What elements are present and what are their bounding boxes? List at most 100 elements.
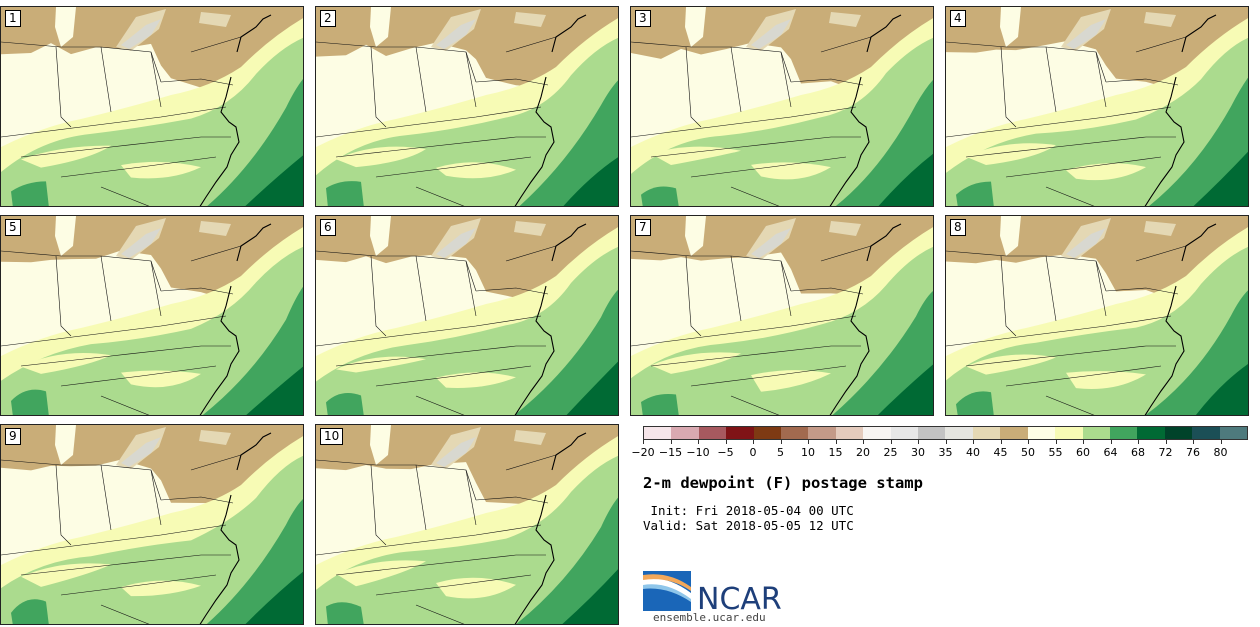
- colorbar-tick-label: −5: [717, 446, 734, 459]
- colorbar-tick-label: 5: [777, 446, 784, 459]
- member-panel-4: 4: [945, 6, 1249, 207]
- colorbar-tick: [973, 440, 974, 444]
- colorbar-tick-label: 15: [828, 446, 843, 459]
- colorbar-tick: [1193, 440, 1194, 444]
- colorbar-tick: [670, 440, 672, 444]
- colorbar-tick-label: 25: [883, 446, 898, 459]
- colorbar-tick-label: 76: [1186, 446, 1200, 459]
- colorbar-tick: [1000, 440, 1002, 444]
- site-url: ensemble.ucar.edu: [653, 611, 766, 624]
- member-label: 4: [950, 10, 966, 27]
- colorbar-tick-label: 35: [938, 446, 953, 459]
- colorbar-segment: [890, 427, 919, 439]
- member-label: 1: [5, 10, 21, 27]
- colorbar-tick-label: 60: [1076, 446, 1090, 459]
- colorbar-segment: [781, 427, 809, 439]
- dewpoint-map: [316, 7, 618, 206]
- colorbar-tick: [890, 440, 892, 444]
- colorbar-tick-label: 0: [749, 446, 757, 459]
- member-label: 5: [5, 219, 21, 236]
- member-label: 2: [320, 10, 336, 27]
- chart-title: 2-m dewpoint (F) postage stamp: [643, 474, 923, 492]
- dewpoint-map: [316, 425, 618, 624]
- colorbar-tick: [918, 440, 919, 444]
- colorbar-tick: [1083, 440, 1084, 444]
- colorbar-tick-label: −20: [631, 446, 655, 459]
- colorbar-tick: [1028, 440, 1029, 444]
- colorbar-tick-label: 64: [1103, 446, 1118, 459]
- colorbar-segment: [863, 427, 891, 439]
- member-label: 3: [635, 10, 651, 27]
- colorbar-segment: [835, 427, 864, 439]
- dewpoint-map: [631, 7, 933, 206]
- member-panel-2: 2: [315, 6, 619, 207]
- colorbar-tick-label: 10: [801, 446, 815, 459]
- member-label: 9: [5, 428, 21, 445]
- member-panel-9: 9: [0, 424, 304, 625]
- colorbar-segment: [1137, 427, 1165, 439]
- member-label: 6: [320, 219, 336, 236]
- colorbar-tick: [753, 440, 754, 444]
- ncar-logo: NCAR: [643, 571, 793, 617]
- colorbar-segment: [808, 427, 836, 439]
- colorbar-tick-labels: −20 −15 −10 −5 0 5 10 15 20 25 30 35 40 45 50 55 60 64 68 7…: [631, 440, 1248, 462]
- colorbar-tick-label: 68: [1131, 446, 1145, 459]
- colorbar-segment: [1055, 427, 1083, 439]
- colorbar-tick-label: 20: [856, 446, 870, 459]
- colorbar-tick: [1220, 440, 1222, 444]
- colorbar-segment: [644, 427, 672, 439]
- dewpoint-map: [1, 216, 303, 415]
- colorbar-tick: [835, 440, 837, 444]
- colorbar-tick-label: 50: [1021, 446, 1035, 459]
- colorbar-tick-label: −15: [658, 446, 683, 459]
- colorbar-tick-label: 45: [993, 446, 1008, 459]
- member-label: 8: [950, 219, 966, 236]
- colorbar-segment: [1082, 427, 1110, 439]
- colorbar-tick-label: 80: [1213, 446, 1228, 459]
- colorbar-segment: [945, 427, 973, 439]
- colorbar-segment: [918, 427, 946, 439]
- colorbar-segment: [671, 427, 699, 439]
- colorbar-tick-label: 72: [1158, 446, 1173, 459]
- member-panel-6: 6: [315, 215, 619, 416]
- colorbar-tick: [643, 440, 644, 444]
- member-panel-10: 10: [315, 424, 619, 625]
- colorbar-segment: [726, 427, 754, 439]
- member-panel-5: 5: [0, 215, 304, 416]
- member-panel-1: 1: [0, 6, 304, 207]
- dewpoint-map: [316, 216, 618, 415]
- colorbar-tick-label: 40: [966, 446, 980, 459]
- colorbar-segment: [1000, 427, 1028, 439]
- member-panel-3: 3: [630, 6, 934, 207]
- dewpoint-colorbar: [643, 426, 1248, 440]
- colorbar-tick: [863, 440, 864, 444]
- colorbar-segment: [1109, 427, 1138, 439]
- colorbar-segment: [1192, 427, 1220, 439]
- colorbar-tick: [1055, 440, 1057, 444]
- colorbar-segment: [698, 427, 727, 439]
- colorbar-segment: [1027, 427, 1056, 439]
- member-label: 10: [320, 428, 344, 445]
- svg-text:NCAR: NCAR: [697, 582, 782, 613]
- colorbar-tick: [780, 440, 782, 444]
- colorbar-segment: [1219, 427, 1247, 439]
- dewpoint-map: [946, 7, 1248, 206]
- member-panel-8: 8: [945, 215, 1249, 416]
- colorbar-segment: [972, 427, 1001, 439]
- colorbar-segment: [1164, 427, 1193, 439]
- member-label: 7: [635, 219, 651, 236]
- colorbar-tick: [808, 440, 809, 444]
- dewpoint-map: [631, 216, 933, 415]
- dewpoint-map: [1, 425, 303, 624]
- colorbar-tick: [1138, 440, 1139, 444]
- colorbar-tick: [1165, 440, 1167, 444]
- init-time: Init: Fri 2018-05-04 00 UTC: [643, 503, 854, 518]
- colorbar-segment: [753, 427, 782, 439]
- valid-time: Valid: Sat 2018-05-05 12 UTC: [643, 518, 854, 533]
- dewpoint-map: [1, 7, 303, 206]
- colorbar-tick-label: −10: [686, 446, 710, 459]
- colorbar-tick-label: 30: [911, 446, 925, 459]
- dewpoint-map: [946, 216, 1248, 415]
- colorbar-tick: [698, 440, 699, 444]
- colorbar-tick: [1110, 440, 1112, 444]
